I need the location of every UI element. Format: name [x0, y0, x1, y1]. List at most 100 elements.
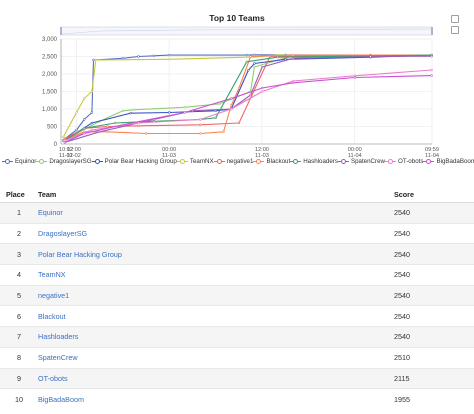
team-cell: TeamNX [38, 264, 394, 286]
chart-toolbox [451, 15, 459, 34]
team-cell: Hashloaders [38, 326, 394, 348]
legend-item[interactable]: Equinor [2, 158, 36, 165]
team-link[interactable]: Hashloaders [38, 332, 79, 342]
team-link[interactable]: DragoslayerSG [38, 229, 88, 239]
legend-label: Blackout [266, 158, 291, 165]
team-cell: Polar Bear Hacking Group [38, 243, 394, 265]
place-cell: 9 [0, 367, 38, 389]
legend-line-icon [176, 159, 188, 165]
x-tick-time: 12:00 [67, 147, 81, 153]
series-point [430, 54, 433, 58]
series-point [152, 54, 156, 57]
legend-line-icon [385, 159, 396, 165]
table-row: 2 DragoslayerSG 2540 [0, 222, 474, 244]
team-link[interactable]: Equinor [38, 208, 63, 218]
y-tick-label: 500 [47, 125, 58, 131]
legend-item[interactable]: negative1 [213, 158, 253, 165]
place-cell: 8 [0, 346, 38, 368]
legend-item[interactable]: Blackout [253, 158, 290, 165]
table-row: 7 Hashloaders 2540 [0, 326, 474, 348]
place-cell: 6 [0, 305, 38, 327]
series-point [144, 132, 148, 135]
y-tick-label: 3,000 [42, 37, 58, 43]
score-cell: 2540 [394, 305, 474, 327]
table-row: 6 Blackout 2540 [0, 305, 474, 327]
team-link[interactable]: SpatenCrew [38, 353, 78, 363]
team-link[interactable]: OT-obots [38, 373, 68, 383]
series-point [261, 86, 264, 90]
x-tick-date: 11-04 [348, 153, 362, 159]
place-cell: 1 [0, 202, 38, 224]
legend-item[interactable]: OT-obots [385, 158, 423, 165]
series-point [199, 132, 202, 135]
team-link[interactable]: negative1 [38, 291, 70, 301]
series-point [199, 123, 202, 127]
place-cell: 10 [0, 388, 38, 409]
table-row: 5 negative1 2540 [0, 284, 474, 306]
series-point [90, 128, 94, 132]
legend-item[interactable]: SpatenCrew [337, 158, 385, 165]
series-point [291, 53, 295, 57]
series-point [237, 121, 241, 125]
score-cell: 2115 [394, 367, 474, 389]
series-point [245, 60, 248, 63]
chart-title: Top 10 Teams [209, 13, 265, 23]
x-tick-time: 12:00 [255, 147, 269, 153]
zoom-preview [60, 28, 433, 35]
x-tick-date: 11-02 [59, 153, 73, 159]
series-point [183, 111, 187, 114]
save-image-icon[interactable] [451, 26, 459, 34]
team-link[interactable]: TeamNX [38, 270, 66, 280]
series-point [237, 86, 241, 90]
zoom-handle-right [431, 27, 433, 35]
team-cell: Blackout [38, 305, 394, 327]
y-tick-label: 0 [54, 142, 58, 148]
series-point [249, 55, 252, 58]
series-point [75, 128, 78, 132]
series-point [106, 130, 109, 134]
series-point [75, 111, 78, 114]
restore-icon[interactable] [451, 15, 459, 23]
team-link[interactable]: BigBadaBoom [38, 394, 84, 404]
legend-line-icon [253, 159, 265, 165]
series-point [113, 121, 117, 125]
y-tick-label: 1,000 [42, 107, 58, 113]
legend-item[interactable]: Hashloaders [290, 158, 338, 165]
series-point [253, 65, 256, 69]
team-link[interactable]: Polar Bear Hacking Group [38, 249, 122, 259]
series-point [63, 141, 67, 144]
score-cell: 2540 [394, 326, 474, 348]
series-point [98, 130, 101, 134]
series-point [430, 68, 433, 72]
legend-item[interactable]: DragoslayerSG [36, 158, 92, 165]
series-point [353, 76, 357, 79]
x-tick-time: 09:59 [425, 147, 439, 153]
scoreboard-chart: Top 10 Teams 3,000 2,500 2,000 1,500 1,000 500… [0, 0, 474, 190]
score-cell: 2540 [394, 202, 474, 224]
legend-label: BigBadaBoom [436, 158, 474, 165]
series-point [62, 135, 65, 139]
legend-item[interactable]: Polar Bear Hacking Group [91, 158, 177, 165]
score-graph[interactable]: Top 10 Teams 3,000 2,500 2,000 1,500 1,000 500… [0, 0, 474, 190]
place-cell: 5 [0, 284, 38, 306]
table-row: 4 TeamNX 2540 [0, 264, 474, 286]
place-cell: 3 [0, 243, 38, 265]
series-point [168, 58, 171, 61]
team-link[interactable]: Blackout [38, 311, 66, 321]
legend-line-icon [290, 159, 302, 165]
score-cell: 2540 [394, 264, 474, 286]
series-point [82, 132, 86, 135]
series-point [94, 58, 98, 62]
legend-item[interactable]: TeamNX [176, 158, 214, 165]
place-cell: 7 [0, 326, 38, 348]
legend-item[interactable]: BigBadaBoom [423, 158, 474, 165]
series-line [62, 54, 432, 138]
legend-label: SpatenCrew [350, 158, 385, 165]
header-score: Score [394, 186, 474, 203]
score-cell: 2510 [394, 346, 474, 368]
series-point [121, 57, 125, 60]
header-place: Place [0, 186, 38, 203]
legend-line-icon [423, 159, 435, 165]
table-row: 9 OT-obots 2115 [0, 367, 474, 389]
series-point [253, 62, 256, 65]
